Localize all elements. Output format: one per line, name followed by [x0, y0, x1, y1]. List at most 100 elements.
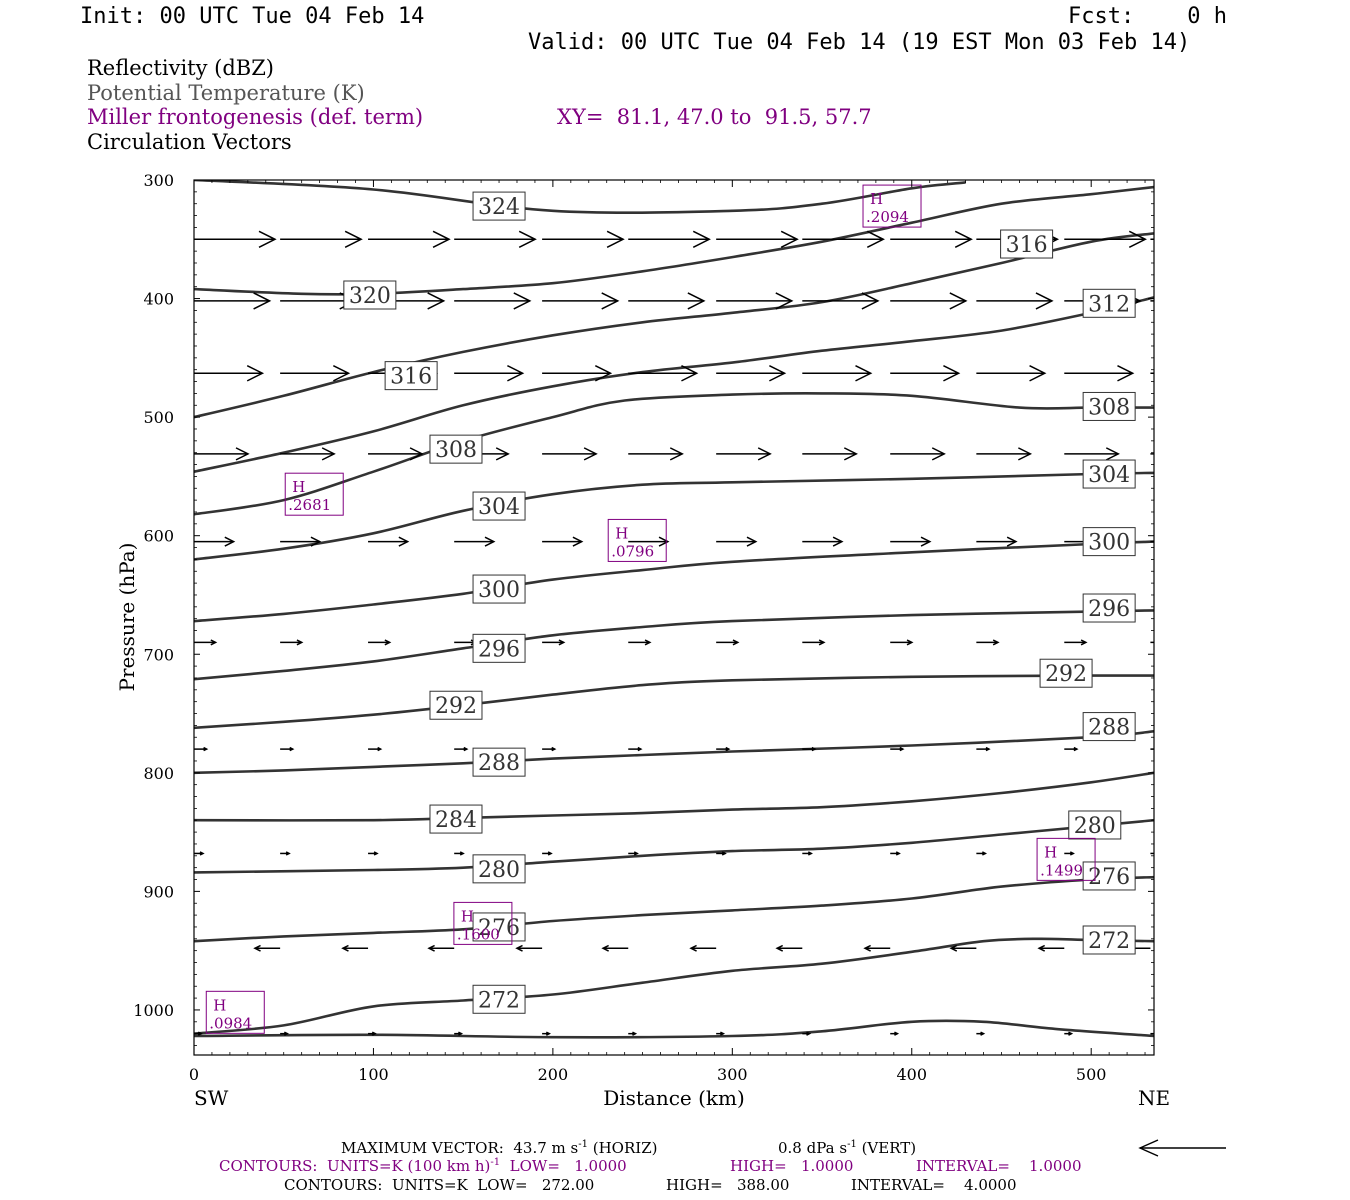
circulation-vector [628, 447, 684, 461]
y-tick-label: 1000 [133, 1001, 174, 1020]
contour-label: 300 [472, 574, 526, 604]
circulation-vector [890, 230, 973, 248]
svg-text:292: 292 [1045, 662, 1087, 687]
contours-theta-interval: INTERVAL= 4.0000 [851, 1176, 1017, 1194]
x-tick-label: 100 [358, 1065, 389, 1084]
contour-label: 324 [472, 191, 526, 221]
svg-text:292: 292 [435, 694, 477, 719]
contour-label: 272 [472, 984, 526, 1014]
contour-label: 280 [1068, 810, 1122, 840]
circulation-vector [454, 536, 496, 547]
svg-text:.1499: .1499 [1040, 861, 1083, 879]
circulation-vector [194, 292, 272, 310]
svg-text:H: H [1044, 843, 1057, 861]
frontogenesis-maximum: H.1600 [453, 901, 513, 945]
svg-text:308: 308 [435, 438, 477, 463]
y-tick-label: 500 [143, 408, 174, 427]
isentrope-288 [194, 730, 1154, 775]
svg-text:324: 324 [478, 195, 520, 220]
contour-label: 300 [1082, 527, 1136, 557]
circulation-vector [716, 364, 787, 382]
circulation-vector [542, 851, 553, 856]
circulation-vector [427, 944, 455, 952]
circulation-vector [542, 746, 557, 752]
svg-text:296: 296 [1088, 597, 1130, 622]
circulation-vector [542, 364, 613, 382]
circulation-vector [976, 851, 988, 856]
x-tick-label: 0 [189, 1065, 199, 1084]
circulation-vector [628, 536, 670, 547]
circulation-vector [802, 1031, 812, 1036]
circulation-vector [628, 746, 643, 752]
svg-text:288: 288 [1088, 716, 1130, 741]
circulation-vector [628, 292, 706, 310]
circulation-vector [976, 364, 1047, 382]
x-end-label-left: SW [194, 1086, 229, 1110]
frontogenesis-maximum: H.2094 [862, 184, 922, 228]
circulation-vector [542, 639, 566, 646]
forecast-hour: Fcst: 0 h [1068, 4, 1227, 29]
isentrope-312 [194, 296, 1154, 473]
circulation-vector [194, 639, 218, 646]
circulation-vector [542, 230, 625, 248]
circulation-vector [716, 536, 758, 547]
circulation-vector [1150, 238, 1154, 241]
circulation-vector [1150, 453, 1154, 455]
circulation-vector [1064, 230, 1147, 248]
circulation-vector [628, 230, 711, 248]
circulation-vector [802, 292, 880, 310]
frontogenesis-maximum: H.0984 [205, 990, 265, 1034]
svg-text:280: 280 [1074, 814, 1116, 839]
circulation-vector [194, 851, 205, 856]
contour-label: 292 [1039, 658, 1093, 688]
contour-label-layer: 324 320 316 312 316 308 308 304 304 300 300 296 296 2… [343, 191, 1136, 1014]
circulation-vector [863, 944, 891, 952]
circulation-vector [802, 447, 858, 461]
circulation-vector [280, 230, 363, 248]
circulation-vector [1064, 1031, 1074, 1036]
svg-text:300: 300 [478, 578, 520, 603]
circulation-vector [1064, 447, 1120, 461]
x-tick-label: 400 [896, 1065, 927, 1084]
circulation-vector [890, 639, 914, 646]
x-tick-label: 200 [538, 1065, 569, 1084]
circulation-vector [890, 292, 968, 310]
svg-text:320: 320 [349, 284, 391, 309]
contour-label: 276 [1082, 861, 1136, 891]
svg-text:272: 272 [1088, 929, 1130, 954]
circulation-vector [802, 230, 885, 248]
contour-label: 296 [472, 633, 526, 663]
circulation-vector [890, 364, 961, 382]
contours-theta-low: CONTOURS: UNITS=K LOW= 272.00 [284, 1176, 595, 1194]
init-time: Init: 00 UTC Tue 04 Feb 14 [80, 4, 425, 29]
circulation-vector [542, 1031, 551, 1036]
contour-label: 288 [1082, 712, 1136, 742]
svg-text:304: 304 [1088, 463, 1130, 488]
circulation-vector [1150, 300, 1154, 302]
circulation-vector [368, 230, 451, 248]
circulation-vector [890, 447, 946, 461]
circulation-vector [802, 364, 873, 382]
circulation-vector [280, 851, 291, 856]
circulation-vector [976, 746, 991, 752]
circulation-vector [1150, 372, 1154, 375]
circulation-vector [280, 746, 295, 752]
circulation-vector [454, 746, 469, 752]
svg-text:H: H [292, 478, 305, 496]
circulation-vector [454, 851, 465, 856]
legend-frontogenesis: Miller frontogenesis (def. term) [87, 105, 424, 129]
contour-label: 316 [384, 361, 438, 391]
isentrope-284 [194, 771, 1154, 822]
circulation-vector [802, 851, 813, 856]
svg-text:284: 284 [435, 808, 477, 833]
svg-text:308: 308 [1088, 395, 1130, 420]
circulation-vector [1150, 540, 1154, 543]
svg-text:316: 316 [390, 365, 432, 390]
contour-label: 308 [1082, 391, 1136, 421]
isentrope-292 [194, 674, 1154, 730]
circulation-vector [280, 536, 322, 547]
frontogenesis-maximum: H.2681 [284, 472, 344, 516]
circulation-vector [890, 746, 905, 752]
svg-text:.0984: .0984 [209, 1014, 252, 1032]
svg-text:296: 296 [478, 637, 520, 662]
